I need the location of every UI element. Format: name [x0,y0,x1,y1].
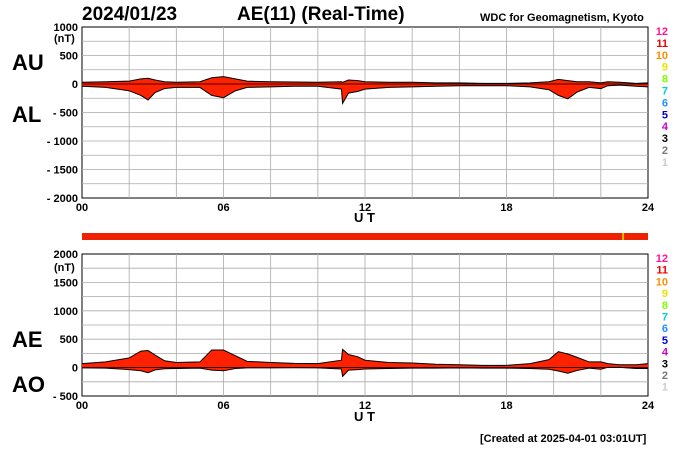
station-count-legend-8: 8 [662,74,668,86]
station-count-legend-5: 5 [662,109,668,121]
aeao-xtick-label: 18 [500,400,512,412]
station-count-legend-4: 4 [662,121,669,133]
aual-au-line [81,76,649,84]
panel2-xlabel: U T [354,409,375,424]
aual-ytick-label: - 2000 [47,193,78,205]
aual-envelope-fill [82,76,648,104]
aeao-ytick-label: 2000 [54,249,78,261]
aual-xtick-label: 18 [500,202,512,214]
station-count-legend-3: 3 [662,133,668,145]
station-count-legend-4: 4 [662,347,669,359]
aeao-xtick-label: 00 [76,400,88,412]
data-source: WDC for Geomagnetism, Kyoto [480,12,644,24]
ao-label: AO [12,372,45,397]
aeao-envelope-fill [82,349,648,377]
aual-xtick-label: 00 [76,202,88,214]
aual-ytick-label: - 1500 [47,165,78,177]
station-count-legend-11: 11 [656,38,668,50]
station-count-legend-1: 1 [662,382,668,394]
aual-ytick-label: 1000 [54,22,78,34]
station-count-legend-6: 6 [662,323,668,335]
aeao-ytick-label: 0 [72,363,78,375]
aeao-xtick-label: 12 [359,400,371,412]
aual-ytick-label: 500 [60,51,78,63]
au-label: AU [12,50,44,75]
aeao-ytick-label: 1500 [54,277,78,289]
ae-label: AE [12,327,43,352]
station-count-legend-11: 11 [656,265,668,277]
station-count-legend-2: 2 [662,370,668,382]
aual-ytick-label: - 1000 [47,136,78,148]
station-count-legend-12: 12 [656,26,668,38]
station-count-legend-9: 9 [662,288,668,300]
al-label: AL [12,102,42,127]
station-count-legend-3: 3 [662,358,668,370]
station-count-legend-10: 10 [656,50,668,62]
data-coverage-marker [622,233,625,240]
station-count-legend-5: 5 [662,335,668,347]
data-coverage-bar [82,233,648,240]
aeao-ao-line [81,366,648,378]
aeao-ytick-label: 500 [60,334,78,346]
created-timestamp: [Created at 2025-04-01 03:01UT] [480,433,647,445]
panel1-xlabel: U T [354,210,375,225]
aual-xtick-label: 12 [359,202,371,214]
aual-xtick-label: 06 [217,202,229,214]
aeao-ae-line [81,348,649,366]
aeao-ytick-label: 1000 [54,306,78,318]
aual-ytick-label: 0 [72,79,78,91]
station-count-legend-6: 6 [662,97,668,109]
chart-date: 2024/01/23 [82,4,178,25]
station-count-legend-10: 10 [656,276,668,288]
aeao-xtick-label: 24 [642,400,655,412]
station-count-legend-9: 9 [662,62,668,74]
station-count-legend-12: 12 [656,253,668,265]
station-count-legend-2: 2 [662,145,668,157]
aeao-xtick-label: 06 [217,400,229,412]
aual-ytick-label: - 500 [53,108,78,120]
station-count-legend-7: 7 [662,312,668,324]
station-count-legend-7: 7 [662,86,668,98]
aual-al-line [81,84,649,106]
panel1-unit: (nT) [54,33,75,45]
aeao-ytick-label: - 500 [53,391,78,403]
chart-title: AE(11) (Real-Time) [237,4,405,25]
aual-xtick-label: 24 [642,202,655,214]
panel2-unit: (nT) [54,262,75,274]
station-count-legend-1: 1 [662,157,668,169]
station-count-legend-8: 8 [662,300,668,312]
